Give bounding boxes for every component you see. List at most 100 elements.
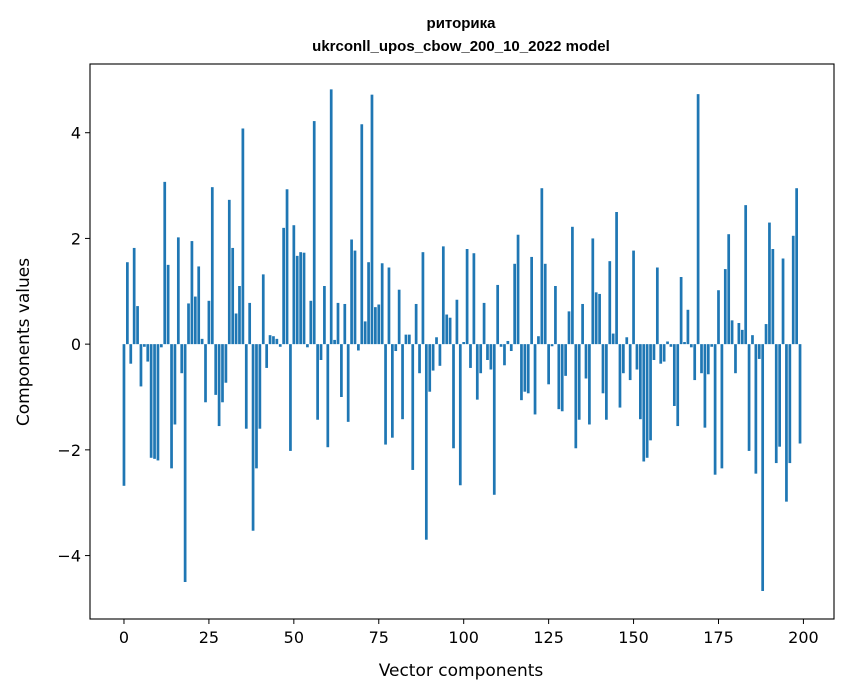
bar-105 xyxy=(479,344,483,374)
bar-164 xyxy=(679,277,683,345)
bar-58 xyxy=(319,344,323,360)
bar-51 xyxy=(295,255,299,345)
bar-187 xyxy=(757,344,761,359)
bar-180 xyxy=(734,344,737,374)
bar-18 xyxy=(183,344,187,582)
x-tick-label: 0 xyxy=(119,628,129,647)
bar-142 xyxy=(605,344,608,420)
bar-171 xyxy=(703,344,707,428)
bar-172 xyxy=(706,344,710,375)
bar-52 xyxy=(299,252,302,345)
x-axis-label: Vector components xyxy=(379,661,544,681)
bar-97 xyxy=(452,344,455,449)
bar-47 xyxy=(282,227,285,345)
bar-135 xyxy=(581,303,584,345)
y-tick-label: −4 xyxy=(57,547,81,566)
bar-93 xyxy=(438,344,442,366)
bar-196 xyxy=(788,344,792,464)
bar-154 xyxy=(645,344,649,458)
bar-134 xyxy=(577,344,581,420)
bar-30 xyxy=(224,344,228,383)
bar-60 xyxy=(326,344,330,448)
bar-88 xyxy=(421,252,425,345)
bar-11 xyxy=(159,344,163,348)
bar-43 xyxy=(268,335,272,345)
bar-126 xyxy=(550,344,554,347)
bar-150 xyxy=(632,250,635,345)
bar-104 xyxy=(475,344,479,400)
bar-161 xyxy=(669,344,673,347)
bar-152 xyxy=(639,344,642,420)
bar-107 xyxy=(486,344,489,360)
bar-173 xyxy=(710,344,714,347)
bar-75 xyxy=(377,304,381,345)
x-tick-label: 175 xyxy=(703,628,734,647)
bar-1 xyxy=(126,262,129,345)
bar-49 xyxy=(289,344,292,451)
bar-84 xyxy=(407,334,411,345)
bar-71 xyxy=(363,321,367,345)
bar-23 xyxy=(200,338,204,345)
bar-131 xyxy=(567,311,571,345)
bar-174 xyxy=(713,344,717,475)
bar-96 xyxy=(448,317,452,345)
bar-99 xyxy=(458,344,462,486)
bar-110 xyxy=(496,284,500,345)
x-tick-label: 125 xyxy=(533,628,564,647)
bar-48 xyxy=(285,189,289,345)
bar-189 xyxy=(764,324,768,345)
bar-112 xyxy=(503,344,506,366)
bar-103 xyxy=(472,253,476,345)
bar-17 xyxy=(180,344,184,374)
bar-79 xyxy=(391,344,394,438)
bar-138 xyxy=(591,238,595,345)
bar-169 xyxy=(696,94,700,345)
bar-27 xyxy=(214,344,218,395)
bar-61 xyxy=(329,89,333,345)
bar-41 xyxy=(261,274,265,345)
bar-82 xyxy=(401,344,404,420)
x-tick-label: 75 xyxy=(369,628,389,647)
bar-132 xyxy=(571,226,574,345)
bar-147 xyxy=(622,344,625,374)
bar-26 xyxy=(210,187,214,345)
bar-113 xyxy=(506,340,510,345)
bar-162 xyxy=(672,344,676,406)
bar-199 xyxy=(798,344,802,444)
bar-6 xyxy=(143,344,146,347)
bar-20 xyxy=(190,241,194,345)
bar-121 xyxy=(533,344,537,415)
bar-144 xyxy=(611,333,615,345)
bar-185 xyxy=(751,335,754,345)
bar-117 xyxy=(520,344,523,401)
bar-40 xyxy=(258,344,262,429)
bar-109 xyxy=(492,344,496,495)
bar-34 xyxy=(238,286,241,345)
bar-10 xyxy=(156,344,160,461)
bar-158 xyxy=(659,344,663,364)
bar-195 xyxy=(785,344,788,502)
bar-165 xyxy=(683,342,686,345)
bar-143 xyxy=(608,261,612,345)
bar-166 xyxy=(686,309,690,345)
bar-64 xyxy=(340,344,343,397)
bar-91 xyxy=(431,344,435,371)
bar-182 xyxy=(740,329,744,345)
bar-125 xyxy=(547,344,550,385)
bar-32 xyxy=(231,247,235,345)
bar-130 xyxy=(564,344,567,376)
bar-70 xyxy=(360,124,364,345)
bar-57 xyxy=(316,344,319,420)
bar-101 xyxy=(465,249,469,345)
chart-title-line-2: ukrconll_upos_cbow_200_10_2022 model xyxy=(312,38,610,55)
bar-95 xyxy=(445,314,449,345)
bar-46 xyxy=(278,344,282,347)
bar-108 xyxy=(489,344,493,370)
bar-0 xyxy=(122,344,126,486)
bar-62 xyxy=(333,339,336,345)
bar-94 xyxy=(441,246,445,345)
bar-127 xyxy=(554,286,557,345)
y-axis-label: Components values xyxy=(14,258,34,426)
bar-183 xyxy=(744,205,748,345)
bar-192 xyxy=(774,344,778,464)
